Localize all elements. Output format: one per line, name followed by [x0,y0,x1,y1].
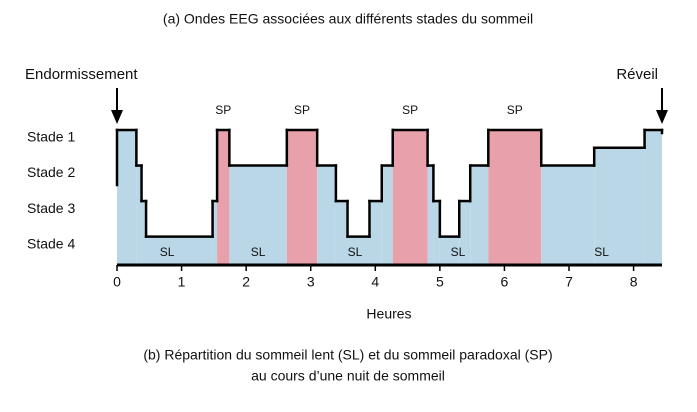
caption: au cours d’une nuit de sommeil [251,368,445,384]
x-tick-label: 2 [242,274,250,290]
period-label: SL [160,245,175,259]
stage-area [335,201,348,265]
annotation: Endormissement [25,66,138,83]
stage-area [381,165,393,265]
stage-area [439,236,460,265]
stage-area [459,201,471,265]
caption: (b) Répartition du sommeil lent (SL) et … [143,347,552,363]
stage-area [229,165,287,265]
stage-area [541,165,595,265]
period-label: SP [507,103,523,117]
period-label: SL [451,245,466,259]
stage-area [644,130,662,265]
stage-area [594,147,645,265]
period-label: SL [348,245,363,259]
x-tick-label: 1 [178,274,186,290]
chart-title: (a) Ondes EEG associées aux différents s… [163,11,533,27]
period-label: SP [402,103,418,117]
stage-area [347,236,370,265]
annotation: Réveil [616,66,658,83]
period-label: SP [215,103,231,117]
period-label: SL [251,245,266,259]
stage-area [470,165,489,265]
period-label: SL [594,245,609,259]
x-tick-label: 3 [307,274,315,290]
stage-area [212,201,218,265]
stage-area [488,130,542,265]
stage-area [136,165,142,265]
y-tick-label: Stade 1 [27,129,75,145]
arrow-head [111,110,123,124]
y-tick-label: Stade 2 [27,164,75,180]
stage-area [117,130,137,265]
x-tick-label: 0 [113,274,121,290]
stage-area [217,130,230,265]
x-tick-label: 8 [630,274,638,290]
stage-area [146,236,213,265]
stage-area [369,201,382,265]
stage-area [433,201,440,265]
stage-area [141,201,147,265]
period-label: SP [294,103,310,117]
arrow-head [656,110,668,124]
x-axis-label: Heures [366,306,411,322]
x-tick-label: 4 [371,274,379,290]
y-tick-label: Stade 4 [27,235,75,251]
stage-area [286,130,318,265]
x-tick-label: 6 [501,274,509,290]
stage-area [317,165,336,265]
x-tick-label: 5 [436,274,444,290]
stage-area [392,130,428,265]
x-tick-label: 7 [565,274,573,290]
stage-area [427,165,434,265]
y-tick-label: Stade 3 [27,200,75,216]
